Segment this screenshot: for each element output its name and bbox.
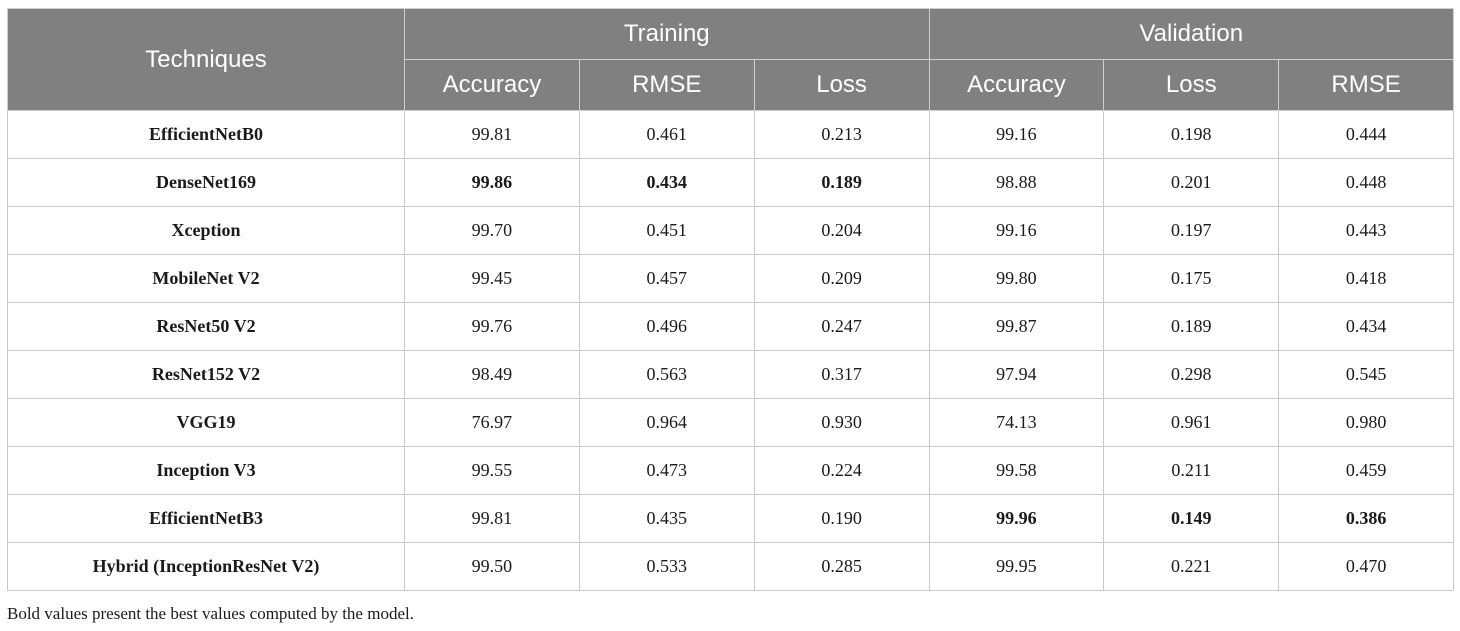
header-group-training: Training <box>404 8 930 60</box>
value-cell: 0.198 <box>1103 110 1280 159</box>
value-cell-best: 0.149 <box>1103 494 1280 543</box>
results-table: Techniques Training Validation Accuracy … <box>7 8 1454 591</box>
value-cell: 0.964 <box>578 398 755 447</box>
value-cell: 0.175 <box>1103 254 1280 303</box>
value-cell: 0.980 <box>1278 398 1454 447</box>
technique-cell: DenseNet169 <box>7 158 405 207</box>
table-body: EfficientNetB0 99.81 0.461 0.213 99.16 0… <box>7 110 1454 591</box>
value-cell: 0.459 <box>1278 446 1454 495</box>
value-cell: 0.496 <box>578 302 755 351</box>
header-training-rmse: RMSE <box>578 59 755 111</box>
value-cell: 0.224 <box>753 446 930 495</box>
technique-cell: EfficientNetB3 <box>7 494 405 543</box>
header-validation-loss: Loss <box>1103 59 1280 111</box>
table-footnote: Bold values present the best values comp… <box>7 604 414 623</box>
value-cell: 99.55 <box>404 446 580 495</box>
value-cell: 98.88 <box>928 158 1105 207</box>
header-validation-accuracy: Accuracy <box>928 59 1105 111</box>
table-row: ResNet152 V2 98.49 0.563 0.317 97.94 0.2… <box>7 350 1454 399</box>
value-cell: 0.213 <box>753 110 930 159</box>
technique-cell: ResNet50 V2 <box>7 302 405 351</box>
value-cell: 99.87 <box>928 302 1105 351</box>
technique-cell: MobileNet V2 <box>7 254 405 303</box>
table-row: EfficientNetB0 99.81 0.461 0.213 99.16 0… <box>7 110 1454 159</box>
value-cell: 0.444 <box>1278 110 1454 159</box>
value-cell: 0.435 <box>578 494 755 543</box>
value-cell: 0.470 <box>1278 542 1454 591</box>
table-row: EfficientNetB3 99.81 0.435 0.190 99.96 0… <box>7 494 1454 543</box>
value-cell: 0.448 <box>1278 158 1454 207</box>
value-cell: 0.418 <box>1278 254 1454 303</box>
value-cell: 0.930 <box>753 398 930 447</box>
value-cell: 0.204 <box>753 206 930 255</box>
header-validation-rmse: RMSE <box>1278 59 1454 111</box>
value-cell: 99.81 <box>404 494 580 543</box>
value-cell: 0.247 <box>753 302 930 351</box>
value-cell-best: 0.434 <box>578 158 755 207</box>
value-cell: 99.58 <box>928 446 1105 495</box>
table-row: Hybrid (InceptionResNet V2) 99.50 0.533 … <box>7 542 1454 591</box>
technique-cell: Hybrid (InceptionResNet V2) <box>7 542 405 591</box>
value-cell: 99.16 <box>928 110 1105 159</box>
value-cell: 99.81 <box>404 110 580 159</box>
header-training-loss: Loss <box>753 59 930 111</box>
value-cell: 99.45 <box>404 254 580 303</box>
value-cell: 0.563 <box>578 350 755 399</box>
table-row: VGG19 76.97 0.964 0.930 74.13 0.961 0.98… <box>7 398 1454 447</box>
table-row: ResNet50 V2 99.76 0.496 0.247 99.87 0.18… <box>7 302 1454 351</box>
value-cell: 98.49 <box>404 350 580 399</box>
value-cell: 99.80 <box>928 254 1105 303</box>
table-row: DenseNet169 99.86 0.434 0.189 98.88 0.20… <box>7 158 1454 207</box>
value-cell: 99.70 <box>404 206 580 255</box>
value-cell: 99.50 <box>404 542 580 591</box>
technique-cell: EfficientNetB0 <box>7 110 405 159</box>
value-cell: 0.190 <box>753 494 930 543</box>
table-row: Inception V3 99.55 0.473 0.224 99.58 0.2… <box>7 446 1454 495</box>
value-cell: 0.434 <box>1278 302 1454 351</box>
header-training-accuracy: Accuracy <box>404 59 580 111</box>
value-cell: 0.545 <box>1278 350 1454 399</box>
technique-cell: VGG19 <box>7 398 405 447</box>
value-cell: 0.189 <box>1103 302 1280 351</box>
value-cell: 97.94 <box>928 350 1105 399</box>
value-cell-best: 0.189 <box>753 158 930 207</box>
value-cell: 0.197 <box>1103 206 1280 255</box>
value-cell: 0.221 <box>1103 542 1280 591</box>
value-cell: 76.97 <box>404 398 580 447</box>
results-table-container: Techniques Training Validation Accuracy … <box>7 8 1454 591</box>
value-cell: 0.961 <box>1103 398 1280 447</box>
value-cell: 0.457 <box>578 254 755 303</box>
value-cell: 0.209 <box>753 254 930 303</box>
value-cell: 74.13 <box>928 398 1105 447</box>
value-cell: 0.533 <box>578 542 755 591</box>
table-row: Xception 99.70 0.451 0.204 99.16 0.197 0… <box>7 206 1454 255</box>
value-cell: 0.201 <box>1103 158 1280 207</box>
table-header: Techniques Training Validation Accuracy … <box>7 8 1454 111</box>
technique-cell: Inception V3 <box>7 446 405 495</box>
value-cell-best: 99.96 <box>928 494 1105 543</box>
technique-cell: ResNet152 V2 <box>7 350 405 399</box>
value-cell: 0.451 <box>578 206 755 255</box>
value-cell: 0.211 <box>1103 446 1280 495</box>
value-cell: 99.76 <box>404 302 580 351</box>
technique-cell: Xception <box>7 206 405 255</box>
value-cell-best: 0.386 <box>1278 494 1454 543</box>
value-cell-best: 99.86 <box>404 158 580 207</box>
value-cell: 0.317 <box>753 350 930 399</box>
value-cell: 0.285 <box>753 542 930 591</box>
table-row: MobileNet V2 99.45 0.457 0.209 99.80 0.1… <box>7 254 1454 303</box>
value-cell: 0.473 <box>578 446 755 495</box>
header-group-validation: Validation <box>928 8 1454 60</box>
value-cell: 0.298 <box>1103 350 1280 399</box>
value-cell: 99.95 <box>928 542 1105 591</box>
value-cell: 0.443 <box>1278 206 1454 255</box>
header-techniques: Techniques <box>7 8 405 111</box>
value-cell: 0.461 <box>578 110 755 159</box>
value-cell: 99.16 <box>928 206 1105 255</box>
